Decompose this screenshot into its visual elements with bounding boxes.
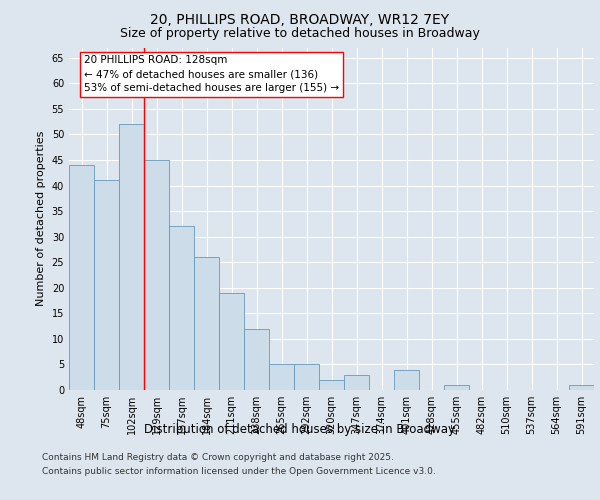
Bar xyxy=(394,370,419,390)
Y-axis label: Number of detached properties: Number of detached properties xyxy=(36,131,46,306)
Bar xyxy=(94,180,119,390)
Text: 20, PHILLIPS ROAD, BROADWAY, WR12 7EY: 20, PHILLIPS ROAD, BROADWAY, WR12 7EY xyxy=(151,12,449,26)
Bar xyxy=(144,160,169,390)
Bar xyxy=(169,226,194,390)
Text: Contains HM Land Registry data © Crown copyright and database right 2025.: Contains HM Land Registry data © Crown c… xyxy=(42,454,394,462)
Bar xyxy=(244,328,269,390)
Bar xyxy=(319,380,344,390)
Text: Size of property relative to detached houses in Broadway: Size of property relative to detached ho… xyxy=(120,28,480,40)
Bar xyxy=(294,364,319,390)
Bar xyxy=(269,364,294,390)
Text: Distribution of detached houses by size in Broadway: Distribution of detached houses by size … xyxy=(145,422,455,436)
Bar xyxy=(219,293,244,390)
Bar xyxy=(69,165,94,390)
Bar xyxy=(194,257,219,390)
Text: Contains public sector information licensed under the Open Government Licence v3: Contains public sector information licen… xyxy=(42,467,436,476)
Text: 20 PHILLIPS ROAD: 128sqm
← 47% of detached houses are smaller (136)
53% of semi-: 20 PHILLIPS ROAD: 128sqm ← 47% of detach… xyxy=(84,55,339,93)
Bar xyxy=(344,374,369,390)
Bar xyxy=(119,124,144,390)
Bar xyxy=(444,385,469,390)
Bar xyxy=(569,385,594,390)
